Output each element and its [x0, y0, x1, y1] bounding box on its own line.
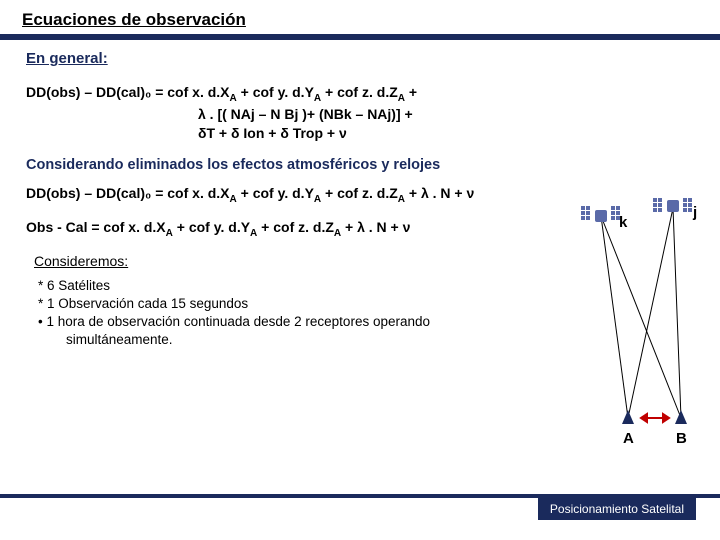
eq2-b: + cof y. d.Y	[241, 185, 314, 201]
label-A: A	[623, 430, 634, 447]
title-underline-bar	[0, 34, 720, 40]
label-k: k	[619, 214, 627, 231]
eq1-part3: + cof z. d.Z	[325, 84, 398, 100]
diagram-svg	[573, 186, 708, 451]
label-j: j	[693, 204, 697, 221]
eq1-part2: + cof y. d.Y	[241, 84, 314, 100]
eq3-b: + cof y. d.Y	[177, 219, 250, 235]
eq1-line3: δT + δ Ion + δ Trop + ν	[198, 125, 347, 141]
footer-box: Posicionamiento Satelital	[538, 498, 696, 520]
eq1-line2: λ . [( NAj – N Bj )+ (NBk – NAj)] +	[198, 106, 413, 122]
eq1-part1: DD(obs) – DD(cal)₀ = cof x. d.X	[26, 84, 230, 100]
eq3-d: + λ . N + ν	[345, 219, 410, 235]
eq2-d: + λ . N + ν	[409, 185, 474, 201]
slide-title: Ecuaciones de observación	[0, 0, 720, 34]
eq2-a: DD(obs) – DD(cal)₀ = cof x. d.X	[26, 185, 230, 201]
consider-line: Considerando eliminados los efectos atmo…	[26, 157, 694, 173]
equation-1: DD(obs) – DD(cal)₀ = cof x. d.XA + cof y…	[26, 83, 694, 143]
label-B: B	[676, 430, 687, 447]
eq1-part4: +	[409, 84, 417, 100]
eq3-c: + cof z. d.Z	[261, 219, 334, 235]
en-general-heading: En general:	[26, 50, 694, 67]
eq3-a: Obs - Cal = cof x. d.X	[26, 219, 166, 235]
eq2-c: + cof z. d.Z	[325, 185, 398, 201]
geometry-diagram: k j A B	[573, 186, 708, 451]
